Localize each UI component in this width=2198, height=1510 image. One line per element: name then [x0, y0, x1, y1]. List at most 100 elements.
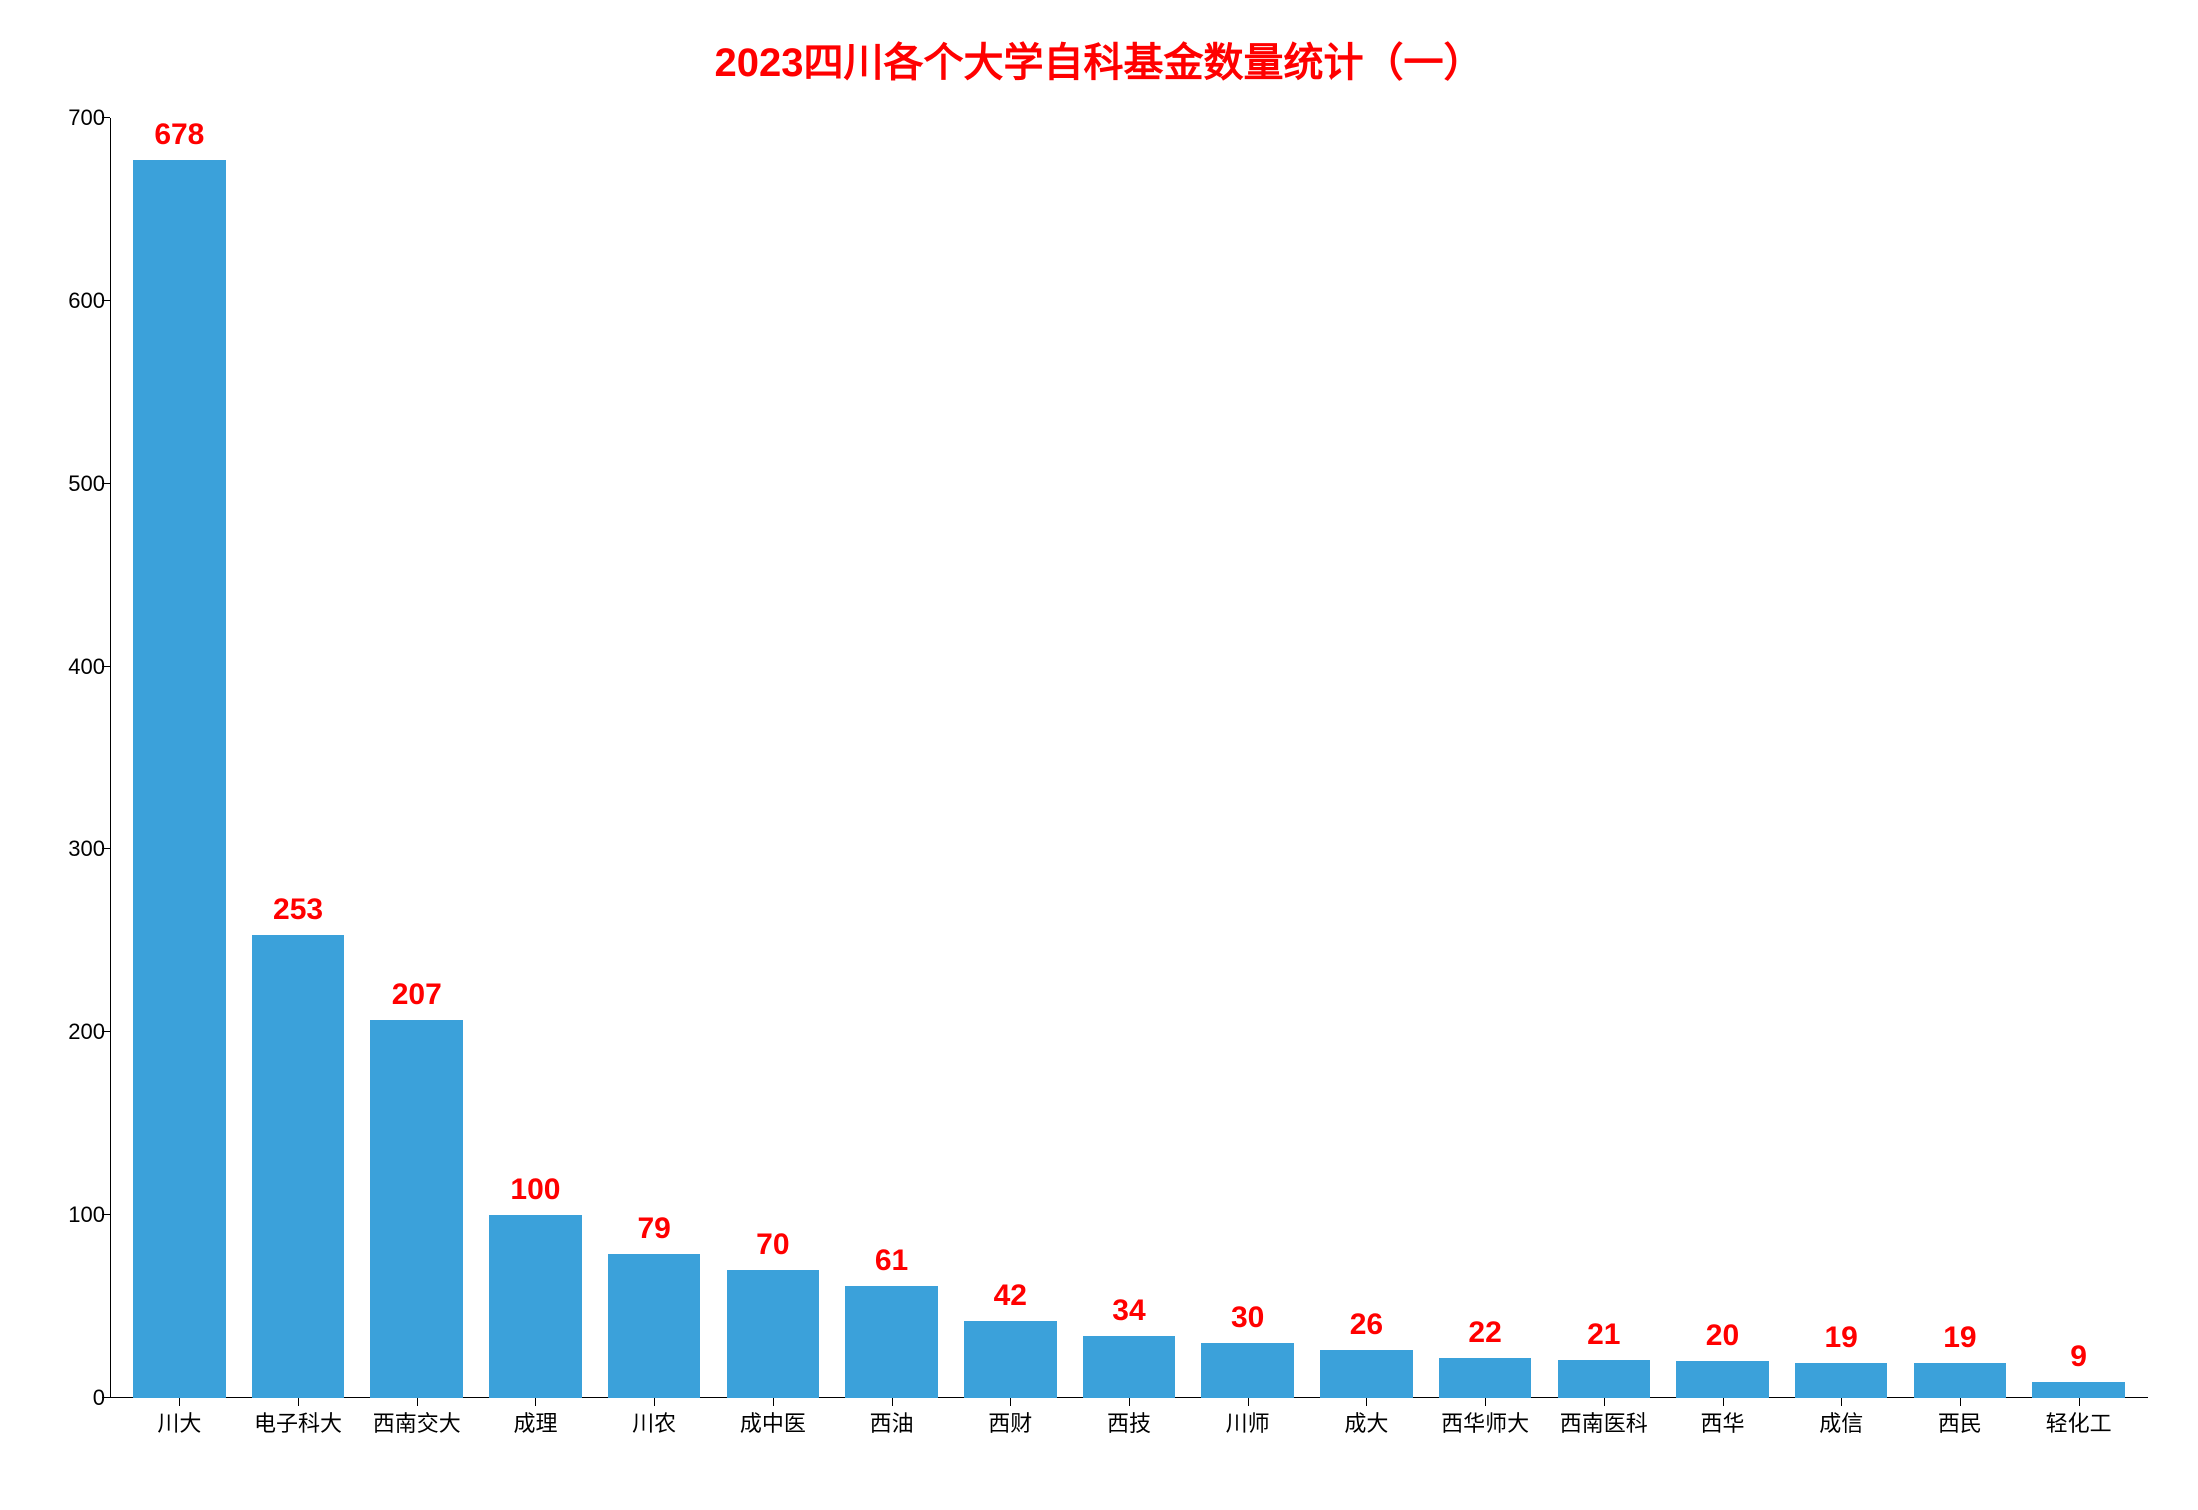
bar-value-label: 42: [994, 1279, 1027, 1313]
x-tick-label: 西油: [832, 1406, 951, 1438]
bar-value-label: 253: [273, 893, 323, 927]
bar-value-label: 100: [510, 1173, 560, 1207]
x-tick-label: 电子科大: [239, 1406, 358, 1438]
bar-value-label: 22: [1468, 1316, 1501, 1350]
bar-slot: 34: [1070, 118, 1189, 1398]
bar-value-label: 19: [1825, 1321, 1858, 1355]
bar-value-label: 9: [2070, 1340, 2087, 1374]
x-tick-mark: [1010, 1398, 1011, 1406]
x-tick-mark: [1366, 1398, 1367, 1406]
y-tick-label: 600: [50, 288, 105, 314]
bar: [1439, 1358, 1532, 1398]
x-tick-label: 西华师大: [1426, 1406, 1545, 1438]
x-tick-mark: [1841, 1398, 1842, 1406]
y-axis: 0100200300400500600700: [50, 118, 105, 1398]
bar-slot: 30: [1188, 118, 1307, 1398]
x-tick-mark: [1604, 1398, 1605, 1406]
bar: [1320, 1350, 1413, 1398]
y-tick-label: 400: [50, 654, 105, 680]
x-tick-mark: [179, 1398, 180, 1406]
bar-slot: 100: [476, 118, 595, 1398]
y-tick-label: 0: [50, 1385, 105, 1411]
bar-slot: 70: [714, 118, 833, 1398]
bar: [608, 1254, 701, 1398]
bar-value-label: 19: [1943, 1321, 1976, 1355]
bar-value-label: 678: [154, 118, 204, 152]
x-tick-mark: [892, 1398, 893, 1406]
bar-value-label: 61: [875, 1244, 908, 1278]
x-tick-label: 川农: [595, 1406, 714, 1438]
bar: [252, 935, 345, 1398]
bar-value-label: 20: [1706, 1319, 1739, 1353]
x-tick-label: 西民: [1901, 1406, 2020, 1438]
x-tick-label: 成信: [1782, 1406, 1901, 1438]
y-tick-mark: [102, 117, 110, 118]
x-tick-label: 成理: [476, 1406, 595, 1438]
bar: [845, 1286, 938, 1398]
x-tick-mark: [535, 1398, 536, 1406]
y-tick-label: 100: [50, 1202, 105, 1228]
x-tick-mark: [654, 1398, 655, 1406]
bar-slot: 19: [1782, 118, 1901, 1398]
bar: [1201, 1343, 1294, 1398]
x-tick-label: 轻化工: [2019, 1406, 2138, 1438]
bar: [964, 1321, 1057, 1398]
x-tick-mark: [417, 1398, 418, 1406]
chart-title: 2023四川各个大学自科基金数量统计（一）: [30, 30, 2168, 88]
bar: [1795, 1363, 1888, 1398]
y-tick-label: 700: [50, 105, 105, 131]
bar: [1083, 1336, 1176, 1398]
bar-value-label: 207: [392, 978, 442, 1012]
bar-value-label: 34: [1112, 1294, 1145, 1328]
x-tick-label: 川大: [120, 1406, 239, 1438]
y-tick-label: 300: [50, 836, 105, 862]
x-tick-label: 成中医: [714, 1406, 833, 1438]
bar-slot: 207: [357, 118, 476, 1398]
x-tick-label: 西技: [1070, 1406, 1189, 1438]
bar: [1676, 1361, 1769, 1398]
bar-value-label: 26: [1350, 1308, 1383, 1342]
y-tick-mark: [102, 1214, 110, 1215]
bar-value-label: 79: [637, 1212, 670, 1246]
bar-slot: 678: [120, 118, 239, 1398]
bar-slot: 79: [595, 118, 714, 1398]
x-tick-mark: [1960, 1398, 1961, 1406]
bar: [727, 1270, 820, 1398]
y-tick-mark: [102, 1031, 110, 1032]
x-tick-mark: [1485, 1398, 1486, 1406]
plot-area: 0100200300400500600700 67825320710079706…: [110, 118, 2148, 1398]
bar-slot: 42: [951, 118, 1070, 1398]
y-tick-mark: [102, 666, 110, 667]
x-tick-label: 西华: [1663, 1406, 1782, 1438]
bar-slot: 21: [1544, 118, 1663, 1398]
bar: [489, 1215, 582, 1398]
y-tick-mark: [102, 848, 110, 849]
bar: [1914, 1363, 2007, 1398]
x-tick-mark: [1129, 1398, 1130, 1406]
bar-slot: 19: [1901, 118, 2020, 1398]
bar-value-label: 30: [1231, 1301, 1264, 1335]
bar-slot: 61: [832, 118, 951, 1398]
x-tick-label: 西南医科: [1544, 1406, 1663, 1438]
bar: [2032, 1382, 2125, 1398]
bar-slot: 9: [2019, 118, 2138, 1398]
bar: [133, 160, 226, 1398]
bar-slot: 26: [1307, 118, 1426, 1398]
x-tick-label: 成大: [1307, 1406, 1426, 1438]
x-tick-label: 西财: [951, 1406, 1070, 1438]
x-tick-mark: [298, 1398, 299, 1406]
chart-container: 2023四川各个大学自科基金数量统计（一） 010020030040050060…: [30, 30, 2168, 1480]
bar-slot: 253: [239, 118, 358, 1398]
x-tick-mark: [1248, 1398, 1249, 1406]
x-tick-mark: [773, 1398, 774, 1406]
x-tick-mark: [1723, 1398, 1724, 1406]
x-tick-label: 西南交大: [357, 1406, 476, 1438]
bar: [370, 1020, 463, 1399]
x-axis-labels: 川大电子科大西南交大成理川农成中医西油西财西技川师成大西华师大西南医科西华成信西…: [110, 1406, 2148, 1438]
y-tick-mark: [102, 300, 110, 301]
bar-value-label: 21: [1587, 1318, 1620, 1352]
bars-group: 678 253 207 100 79 70 61 42 34 30 26 22 21 20 19 19 9: [110, 118, 2148, 1398]
y-tick-mark: [102, 1397, 110, 1398]
x-tick-label: 川师: [1188, 1406, 1307, 1438]
bar-value-label: 70: [756, 1228, 789, 1262]
